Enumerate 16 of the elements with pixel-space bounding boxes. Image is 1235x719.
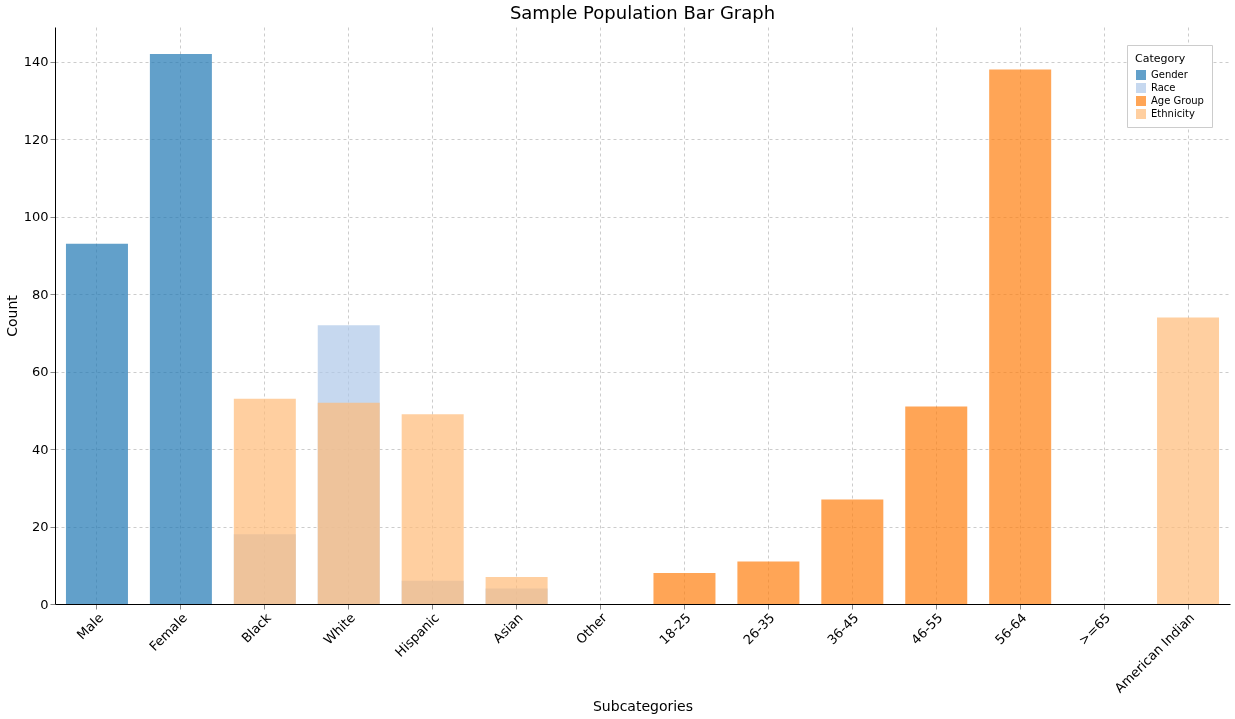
legend-label: Race xyxy=(1151,82,1176,93)
x-axis-title: Subcategories xyxy=(592,697,694,714)
y-tick-label: 100 xyxy=(23,209,49,225)
chart-title: Sample Population Bar Graph xyxy=(509,2,776,23)
legend-label: Gender xyxy=(1151,69,1189,80)
y-tick-label: 120 xyxy=(23,131,49,147)
y-tick-label: 60 xyxy=(31,364,49,380)
legend-label: Ethnicity xyxy=(1151,108,1195,119)
legend-title: Category xyxy=(1135,52,1186,65)
y-tick-label: 20 xyxy=(31,519,49,535)
y-tick-label: 40 xyxy=(31,441,49,457)
y-tick-label: 0 xyxy=(40,596,49,612)
y-tick-label: 80 xyxy=(31,286,49,302)
y-tick-label: 140 xyxy=(23,54,49,70)
y-axis-title: Count xyxy=(3,294,20,337)
legend-label: Age Group xyxy=(1151,95,1204,106)
